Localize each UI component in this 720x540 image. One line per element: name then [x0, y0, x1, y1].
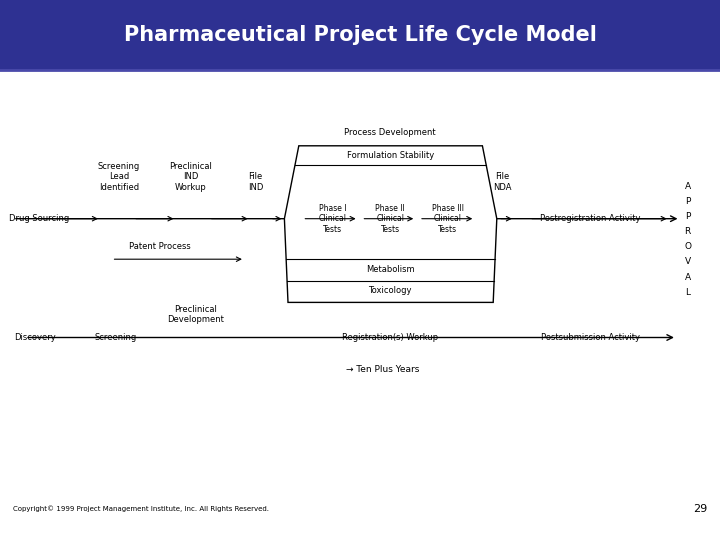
Text: File
NDA: File NDA [493, 172, 512, 192]
Text: File
IND: File IND [248, 172, 264, 192]
Polygon shape [284, 146, 497, 302]
Text: Postsubmission Activity: Postsubmission Activity [541, 333, 640, 342]
Text: P: P [685, 197, 690, 206]
Text: Phase III
Clinical
Tests: Phase III Clinical Tests [432, 204, 464, 234]
Text: P: P [685, 212, 690, 221]
Text: Registration(s) Workup: Registration(s) Workup [342, 333, 438, 342]
Text: Preclinical
IND
Workup: Preclinical IND Workup [169, 162, 212, 192]
Text: R: R [685, 227, 690, 236]
Text: Postregistration Activity: Postregistration Activity [540, 214, 641, 223]
Text: Pharmaceutical Project Life Cycle Model: Pharmaceutical Project Life Cycle Model [124, 25, 596, 45]
Bar [0, 0, 720, 70]
Text: Drug Sourcing: Drug Sourcing [9, 214, 70, 223]
Text: A: A [685, 182, 690, 191]
Text: Screening: Screening [94, 333, 136, 342]
Text: Discovery: Discovery [14, 333, 55, 342]
Text: 29: 29 [693, 504, 707, 514]
Text: V: V [685, 258, 690, 266]
Text: L: L [685, 288, 690, 296]
Text: A: A [685, 273, 690, 281]
Text: Phase I
Clinical
Tests: Phase I Clinical Tests [319, 204, 346, 234]
Text: Formulation Stability: Formulation Stability [346, 151, 434, 160]
Text: Metabolism: Metabolism [366, 266, 415, 274]
Text: Patent Process: Patent Process [129, 242, 191, 251]
Text: Process Development: Process Development [344, 128, 436, 137]
Text: Copyright© 1999 Project Management Institute, Inc. All Rights Reserved.: Copyright© 1999 Project Management Insti… [13, 505, 269, 512]
Text: → Ten Plus Years: → Ten Plus Years [346, 366, 419, 374]
Text: Preclinical
Development: Preclinical Development [168, 305, 224, 324]
Text: O: O [684, 242, 691, 251]
Text: Toxicology: Toxicology [369, 286, 412, 295]
Text: Phase II
Clinical
Tests: Phase II Clinical Tests [375, 204, 405, 234]
Text: Screening
Lead
Identified: Screening Lead Identified [98, 162, 140, 192]
